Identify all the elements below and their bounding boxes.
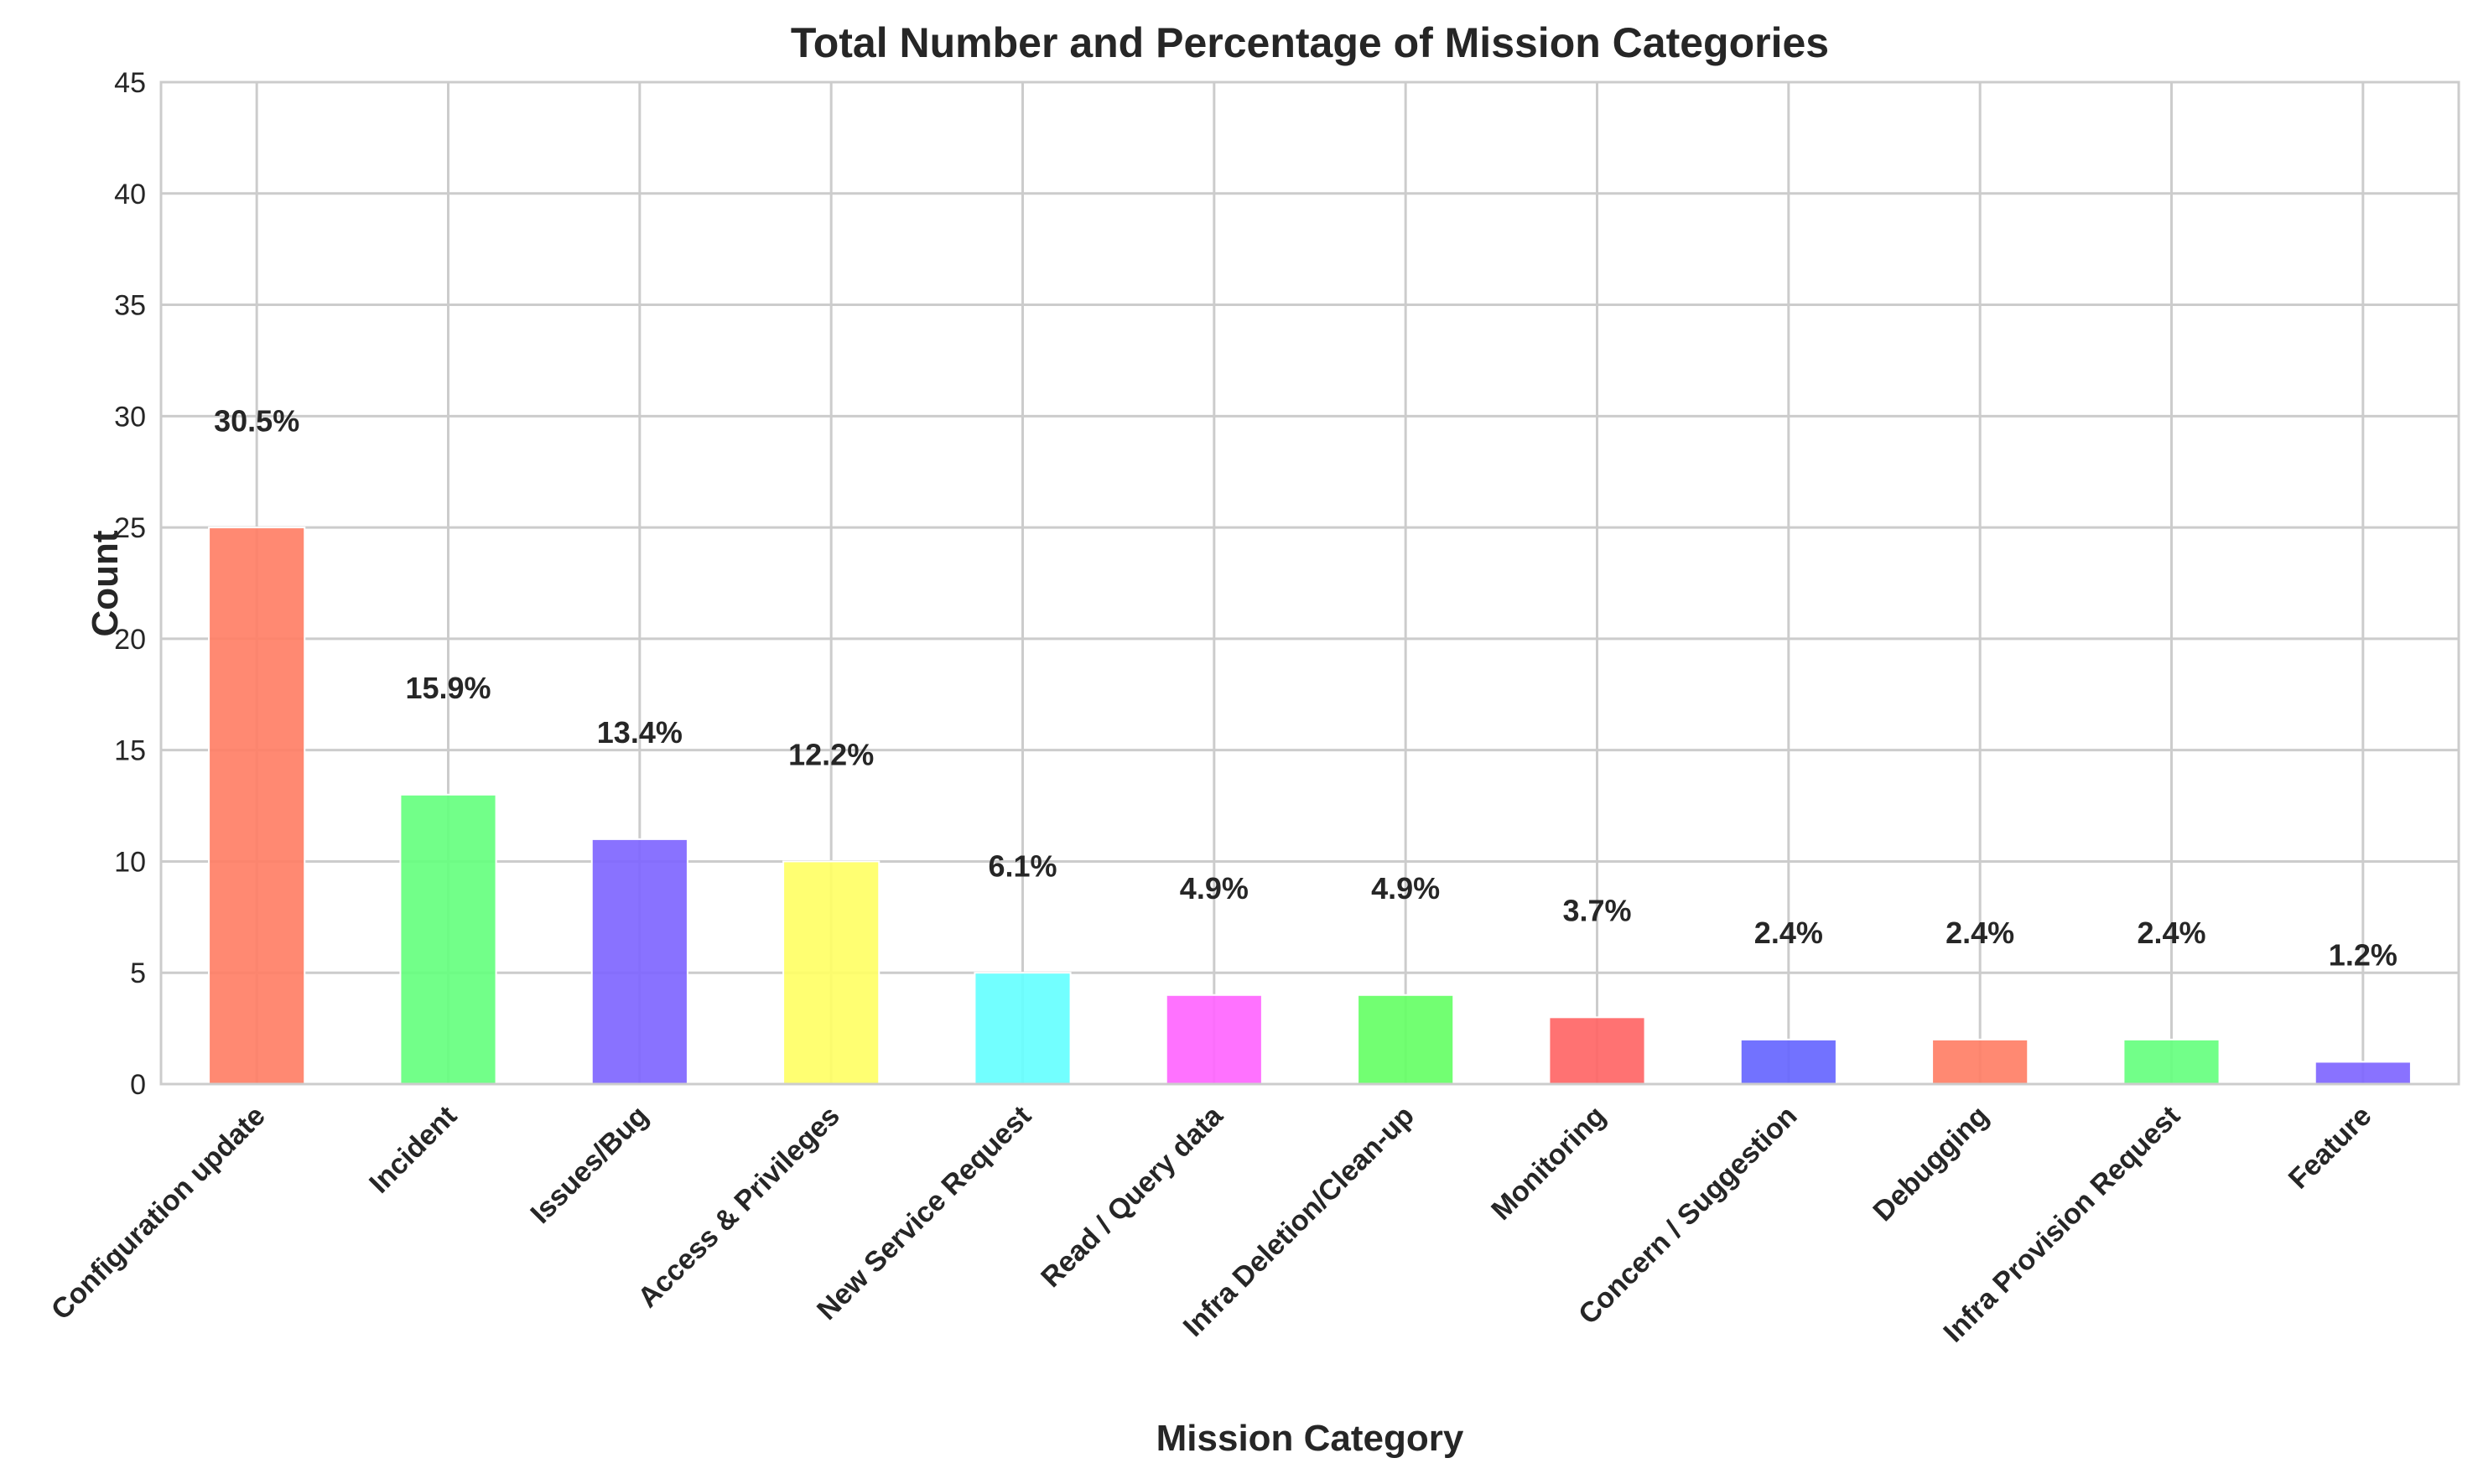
y-axis-label: Count (85, 530, 126, 636)
x-tick-labels: Configuration update Incident Issues/BugAc… (45, 1099, 2378, 1348)
y-tick-label: 0 (130, 1069, 146, 1101)
x-axis-label: Mission Category (1156, 1418, 1464, 1459)
percent-label: 3.7% (1562, 894, 1631, 928)
bar-layer (208, 527, 2412, 1086)
bar (1357, 994, 1455, 1086)
x-tick-label: Issues/Bug (524, 1100, 654, 1230)
chart-title: Total Number and Percentage of Mission C… (791, 19, 1829, 66)
y-tick-label: 45 (114, 67, 146, 99)
x-tick-label: Feature (2283, 1100, 2378, 1196)
percent-label: 12.2% (788, 738, 874, 772)
percent-label: 15.9% (405, 671, 491, 705)
x-tick-label: Read / Query data (1035, 1099, 1229, 1294)
percent-label: 1.2% (2329, 938, 2397, 973)
plot-frame (159, 80, 2460, 1086)
y-tick-label: 15 (114, 735, 146, 767)
bar (974, 972, 1072, 1085)
y-tick-label: 20 (114, 624, 146, 656)
x-tick-label: New Service Request (811, 1100, 1037, 1326)
bar (1165, 994, 1263, 1086)
percent-label: 2.4% (2137, 916, 2205, 950)
percent-label: 30.5% (214, 403, 299, 438)
bar (1548, 1016, 1646, 1086)
bar (782, 860, 881, 1085)
y-tick-label: 30 (114, 401, 146, 433)
x-tick-label: Incident (363, 1100, 463, 1200)
bar (2122, 1038, 2221, 1086)
percent-label-layer: 30.5% 15.9% 13.4% 12.2% 6.1% 4.9% 4.9% 3.7% 2.4%… (214, 403, 2397, 972)
x-tick-label: Debugging (1867, 1100, 1994, 1227)
x-tick-label: Configuration update (45, 1100, 272, 1326)
bar (1931, 1038, 2029, 1086)
x-tick-label: Monitoring (1485, 1100, 1612, 1227)
y-tick-label: 40 (114, 179, 146, 210)
y-tick-label: 35 (114, 290, 146, 322)
percent-label: 4.9% (1371, 871, 1440, 905)
x-tick-label: Concern / Suggestion (1572, 1100, 1803, 1331)
bar (590, 838, 688, 1086)
y-tick-label: 5 (130, 957, 146, 989)
grid-layer (161, 80, 2459, 1086)
x-tick-label: Access & Privileges (631, 1100, 845, 1314)
y-tick-labels: 0 5 10 15 20 25 30 35 40 45 (114, 67, 146, 1101)
percent-label: 4.9% (1180, 871, 1249, 905)
percent-label: 2.4% (1946, 916, 2014, 950)
percent-label: 13.4% (597, 715, 683, 750)
y-tick-label: 25 (114, 512, 146, 544)
bar (1739, 1038, 1837, 1086)
percent-label: 2.4% (1754, 916, 1823, 950)
bar (399, 793, 497, 1085)
bar (2314, 1061, 2412, 1086)
percent-label: 6.1% (988, 848, 1057, 883)
y-tick-label: 10 (114, 846, 146, 878)
bar (208, 527, 306, 1085)
